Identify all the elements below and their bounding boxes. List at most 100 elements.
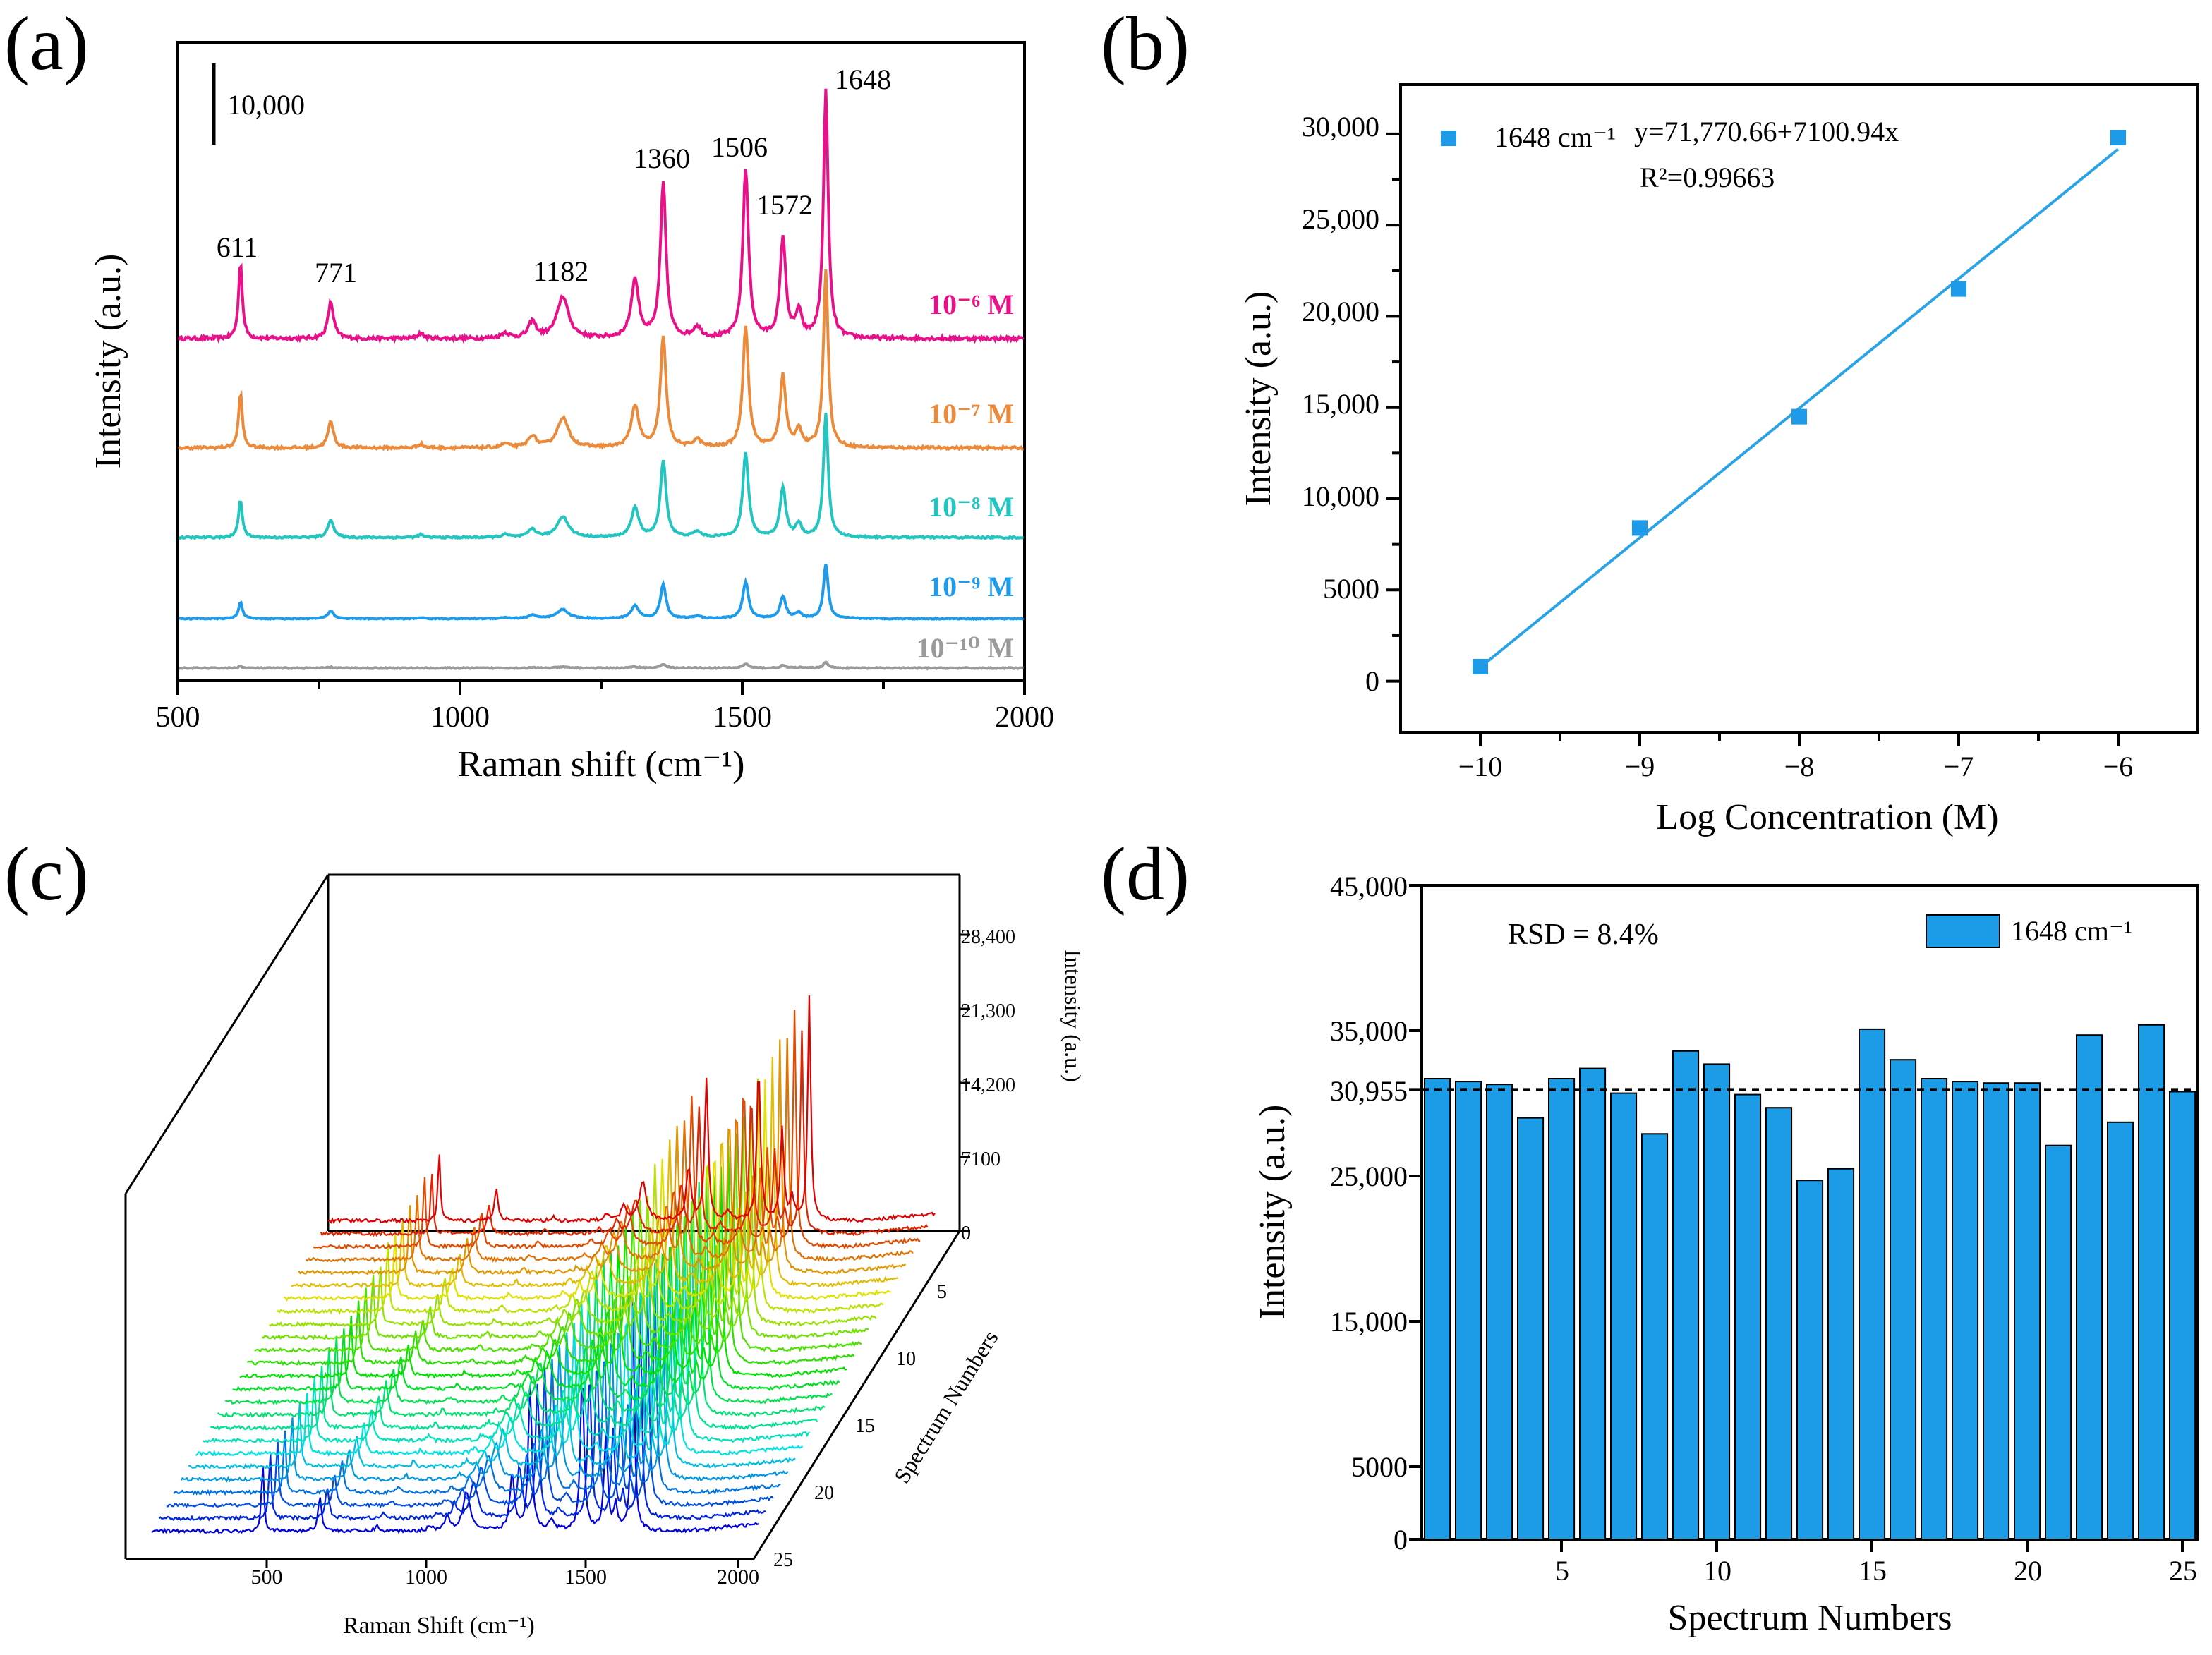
y-axis-title-d: Intensity (a.u.) [1252, 1105, 1293, 1320]
x-axis-title-c: Raman Shift (cm⁻¹) [343, 1613, 535, 1639]
rsd-annotation-d: RSD = 8.4% [1508, 919, 1659, 951]
x-tick-label-a-2000: 2000 [995, 701, 1054, 734]
spectrum-line-a-6 [177, 88, 1025, 344]
fit-line-b [1479, 147, 2120, 669]
depth-tick-label-c-20: 20 [814, 1482, 834, 1504]
bar-d-4 [1517, 1117, 1545, 1540]
z-tick-label-c-28400: 28,400 [961, 926, 1015, 948]
bar-d-14 [1827, 1168, 1855, 1540]
spectrum-trace-c-25 [151, 1298, 759, 1534]
spectrum-trace-c-7 [283, 1079, 891, 1302]
bar-d-6 [1579, 1067, 1607, 1540]
spectrum-trace-c-11 [254, 1133, 862, 1353]
spectrum-trace-c-14 [232, 1175, 840, 1392]
bar-d-21 [2045, 1144, 2072, 1540]
y-tick-label-d-15000: 15,000 [1330, 1306, 1408, 1338]
depth-tick-label-c-5: 5 [937, 1281, 947, 1303]
data-point-b-3 [1791, 408, 1807, 425]
y-tick-label-b-10000: 10,000 [1302, 480, 1379, 512]
spectrum-line-a-7 [178, 269, 1024, 452]
bar-d-1 [1424, 1078, 1451, 1540]
x-tick-label-a-1000: 1000 [430, 701, 490, 734]
panel-b: 0 5000 10,000 15,000 20,000 25,000 30,00… [1238, 83, 2199, 837]
spectrum-trace-c-4 [306, 1037, 914, 1263]
spectrum-trace-c-1 [327, 995, 936, 1224]
legend-label-b: 1648 cm⁻¹ [1494, 121, 1616, 153]
z-tick-label-c-0: 0 [961, 1223, 971, 1244]
bar-d-10 [1703, 1063, 1731, 1540]
peak-label-1572: 1572 [756, 189, 813, 221]
panel-label-d: (d) [1101, 832, 1190, 916]
panel-a: 500 1000 1500 2000 Raman shift (cm⁻¹) In… [88, 41, 1054, 784]
y-axis-title-a: Intensity (a.u.) [88, 254, 128, 469]
legend-swatch-d [1926, 914, 2000, 948]
panel-d: 0 5000 15,000 25,000 30,955 35,000 45,00… [1252, 871, 2199, 1638]
bar-d-16 [1890, 1059, 1917, 1540]
bar-d-18 [1952, 1081, 1979, 1540]
bar-d-5 [1548, 1078, 1576, 1540]
spectrum-line-a-9 [178, 564, 1025, 622]
peak-label-1360: 1360 [634, 143, 690, 174]
y-tick-label-b-25000: 25,000 [1302, 203, 1379, 235]
bar-d-11 [1734, 1093, 1762, 1540]
x-axis-title-b: Log Concentration (M) [1656, 797, 1998, 837]
spectrum-trace-c-12 [246, 1145, 855, 1366]
y-tick-label-b-0: 0 [1365, 665, 1379, 697]
spectrum-trace-c-17 [210, 1211, 818, 1431]
x-tick-label-a-1500: 1500 [713, 701, 772, 734]
spectrum-trace-c-5 [298, 1039, 907, 1275]
spectrum-trace-c-19 [195, 1247, 804, 1457]
x-axis-title-a: Raman shift (cm⁻¹) [458, 744, 745, 784]
bar-d-25 [2169, 1091, 2196, 1540]
bar-d-15 [1859, 1028, 1886, 1540]
legend-label-1e-7: 10⁻⁷ M [929, 398, 1014, 430]
spectrum-trace-c-3 [313, 1010, 921, 1251]
frame-edge-c-8 [752, 1230, 961, 1560]
x-tick-label-b-m9: −9 [1625, 751, 1655, 782]
bar-d-3 [1486, 1084, 1513, 1540]
legend-label-1e-8: 10⁻⁸ M [929, 491, 1014, 523]
peak-label-1182: 1182 [533, 255, 589, 287]
legend-label-1e-6: 10⁻⁶ M [929, 289, 1014, 320]
data-point-b-2 [1632, 520, 1648, 536]
spectrum-trace-c-16 [217, 1182, 826, 1419]
y-tick-label-b-5000: 5000 [1323, 573, 1379, 605]
bar-d-20 [2014, 1082, 2041, 1540]
panel-label-b: (b) [1101, 2, 1190, 86]
x-tick-label-a-500: 500 [156, 701, 200, 734]
y-tick-label-d-25000: 25,000 [1330, 1160, 1408, 1192]
bar-d-17 [1921, 1078, 1948, 1540]
fit-r2-b: R²=0.99663 [1640, 162, 1775, 193]
spectrum-line-a-8 [178, 412, 1024, 540]
bar-d-23 [2107, 1121, 2134, 1541]
panel-label-a: (a) [4, 2, 89, 86]
data-point-b-1 [1473, 658, 1488, 674]
y-tick-label-d-0: 0 [1394, 1524, 1408, 1556]
z-axis-title-c: Intensity (a.u.) [1060, 950, 1086, 1082]
panel-c: 500 1000 1500 2000 Raman Shift (cm⁻¹) 0 … [124, 873, 1086, 1639]
x-tick-label-d-15: 15 [1859, 1555, 1887, 1587]
x-tick-label-c-2000: 2000 [717, 1565, 759, 1589]
x-tick-label-d-5: 5 [1555, 1555, 1569, 1587]
spectrum-trace-c-20 [188, 1251, 796, 1470]
x-tick-label-b-m7: −7 [1944, 751, 1974, 782]
y-tick-label-d-35000: 35,000 [1330, 1015, 1408, 1047]
spectrum-trace-c-10 [261, 1116, 869, 1341]
legend-label-1e-10: 10⁻¹⁰ M [917, 632, 1014, 664]
z-tick-label-c-7100: 7100 [961, 1148, 1001, 1170]
depth-tick-label-c-25: 25 [773, 1549, 793, 1571]
peak-label-1506: 1506 [711, 131, 768, 163]
spectrum-trace-c-15 [225, 1177, 833, 1405]
bar-d-7 [1610, 1092, 1638, 1540]
x-tick-label-d-25: 25 [2169, 1555, 2197, 1587]
peak-label-771: 771 [315, 257, 357, 289]
bar-d-24 [2138, 1024, 2165, 1541]
spectrum-trace-c-9 [269, 1120, 877, 1328]
z-tick-label-c-14200: 14,200 [961, 1074, 1015, 1096]
data-point-b-5 [2110, 129, 2126, 145]
y-tick-label-b-15000: 15,000 [1302, 388, 1379, 420]
legend-label-1e-9: 10⁻⁹ M [929, 571, 1014, 602]
bar-d-9 [1672, 1050, 1700, 1541]
spectrum-trace-c-24 [158, 1302, 766, 1522]
